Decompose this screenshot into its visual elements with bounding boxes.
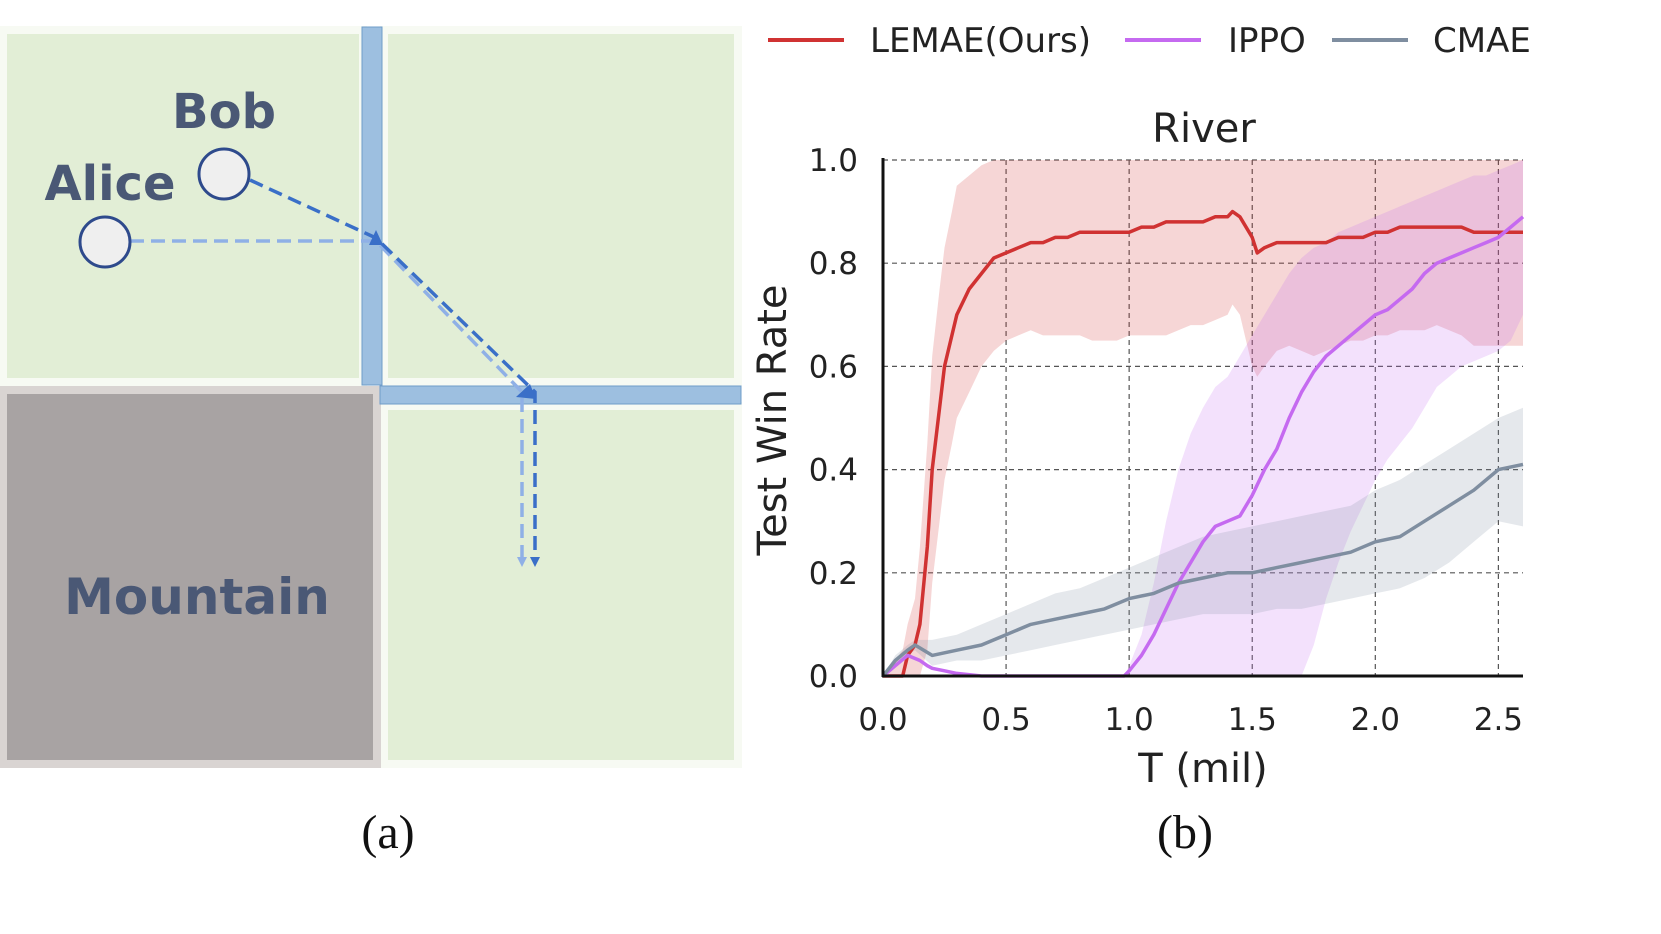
x-axis-label: T (mil) — [1137, 746, 1268, 792]
alice-agent — [78, 215, 132, 269]
y-tick-label: 0.0 — [809, 659, 858, 695]
legend-label-cmae: CMAE — [1433, 21, 1531, 61]
plot-grid — [883, 159, 1523, 676]
grass-tile-top-left — [0, 26, 367, 386]
x-tick-label: 0.0 — [858, 702, 907, 738]
path-waypoint-arrow-icon — [516, 384, 536, 399]
legend-label-ippo: IPPO — [1228, 21, 1306, 61]
band-ippo — [883, 160, 1523, 676]
y-tick-label: 0.6 — [809, 349, 858, 385]
panel-b-caption: (b) — [1157, 806, 1213, 859]
legend-label-lemae: LEMAE(Ours) — [870, 21, 1091, 61]
bob-path — [249, 178, 540, 567]
panel-b: LEMAE(Ours) IPPO CMAE River Test Win Rat… — [750, 21, 1531, 859]
y-tick-label: 0.8 — [809, 246, 858, 282]
y-tick-label: 0.2 — [809, 556, 858, 592]
band-lemae-ours — [883, 160, 1523, 676]
y-axis-label: Test Win Rate — [750, 284, 796, 556]
x-tick-label: 1.5 — [1228, 702, 1277, 738]
line-cmae — [881, 462, 1524, 678]
y-tick-label: 0.4 — [809, 453, 858, 489]
river-vertical — [361, 26, 383, 386]
bob-agent — [197, 147, 251, 201]
chart-title: River — [1152, 106, 1256, 152]
plot-axes — [881, 158, 1523, 678]
legend: LEMAE(Ours) IPPO CMAE — [768, 21, 1531, 61]
x-tick-label: 2.5 — [1474, 702, 1523, 738]
path-waypoint-arrow-icon — [369, 230, 383, 245]
mountain-label: Mountain — [64, 568, 330, 626]
plot-ticks: 0.0 0.5 1.0 1.5 2.0 2.5 0.0 0.2 0.4 0.6 0.8 1.0 — [809, 143, 1523, 738]
river-horizontal — [379, 385, 742, 405]
x-tick-label: 0.5 — [981, 702, 1030, 738]
grass-tile-bottom-right — [380, 402, 742, 768]
y-tick-label: 1.0 — [809, 143, 858, 179]
alice-label: Alice — [44, 156, 175, 212]
panel-a: Alice Bob Mountain (a) — [0, 26, 742, 859]
mountain-tile — [0, 386, 381, 768]
bob-label: Bob — [172, 84, 276, 140]
panel-a-caption: (a) — [361, 806, 414, 859]
grass-tile-top-right — [380, 26, 742, 386]
plot-bands — [883, 160, 1523, 676]
line-lemae-ours — [883, 209, 1523, 678]
x-tick-label: 2.0 — [1351, 702, 1400, 738]
x-tick-label: 1.0 — [1104, 702, 1153, 738]
